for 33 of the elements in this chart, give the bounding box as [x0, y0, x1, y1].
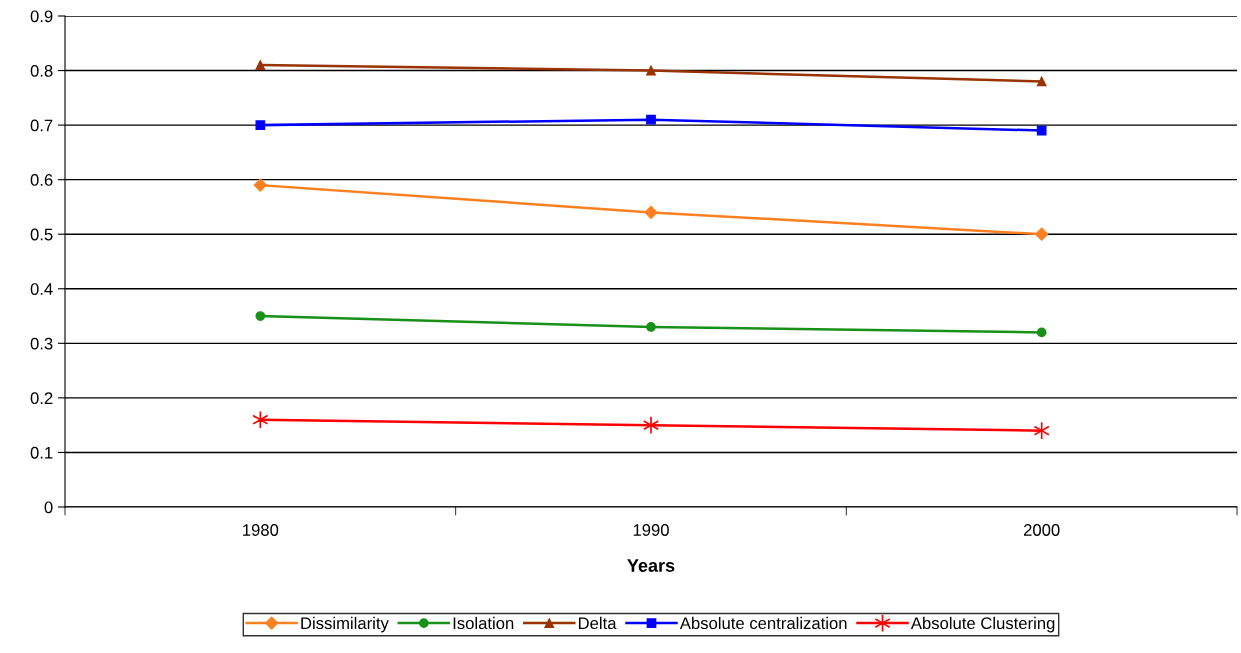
y-tick-label: 0.4: [30, 283, 53, 295]
x-axis-title: Years: [627, 559, 675, 572]
legend-label: Dissimilarity: [301, 616, 389, 633]
point: [644, 205, 658, 219]
y-tick-label: 0.7: [30, 119, 53, 132]
point: [1036, 76, 1047, 87]
legend-label: Absolute centralization: [679, 616, 847, 630]
y-tick-label: 0.9: [30, 10, 53, 23]
point: [1036, 327, 1047, 338]
point: [255, 60, 266, 70]
x-tick-label: 1980: [243, 524, 279, 536]
y-tick-label: 0.2: [30, 392, 53, 405]
y-tick-label: 0.3: [30, 337, 53, 350]
point: [255, 311, 266, 321]
legend-label: Absolute Clustering: [910, 616, 1055, 633]
y-tick-label: 0.6: [30, 174, 53, 186]
point: [253, 178, 267, 192]
point: [1035, 227, 1049, 241]
point: [252, 410, 269, 429]
point: [1036, 125, 1047, 136]
legend-label: Isolation: [453, 616, 514, 630]
point: [646, 114, 656, 125]
y-tick-label: 0.8: [30, 64, 53, 77]
point: [642, 415, 660, 435]
point: [646, 322, 656, 332]
legend-label: Delta: [578, 616, 617, 630]
x-tick-label: 2000: [1023, 524, 1060, 536]
point: [255, 120, 266, 130]
y-tick-label: 0.5: [30, 228, 53, 241]
x-tick-label: 1990: [633, 524, 669, 536]
y-tick-label: 0.1: [30, 446, 53, 459]
y-tick-label: 0: [44, 501, 53, 514]
point: [646, 65, 656, 76]
